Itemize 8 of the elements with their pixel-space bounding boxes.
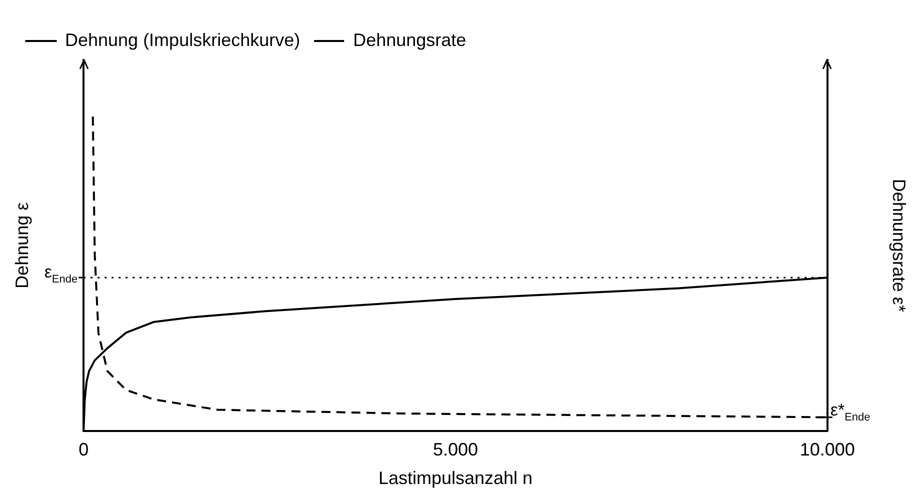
x-axis-title: Lastimpulsanzahl n (378, 468, 533, 488)
y2-axis-title: Dehnungsrate ε* (889, 178, 910, 312)
y-axis-title: Dehnung ε (12, 202, 32, 288)
legend-label: Dehnung (Impulskriechkurve) (65, 30, 300, 50)
legend-label: Dehnungsrate (353, 30, 466, 50)
x-tick-label: 0 (78, 440, 89, 460)
x-tick-label: 10.000 (800, 440, 855, 460)
x-tick-label: 5.000 (432, 440, 478, 460)
